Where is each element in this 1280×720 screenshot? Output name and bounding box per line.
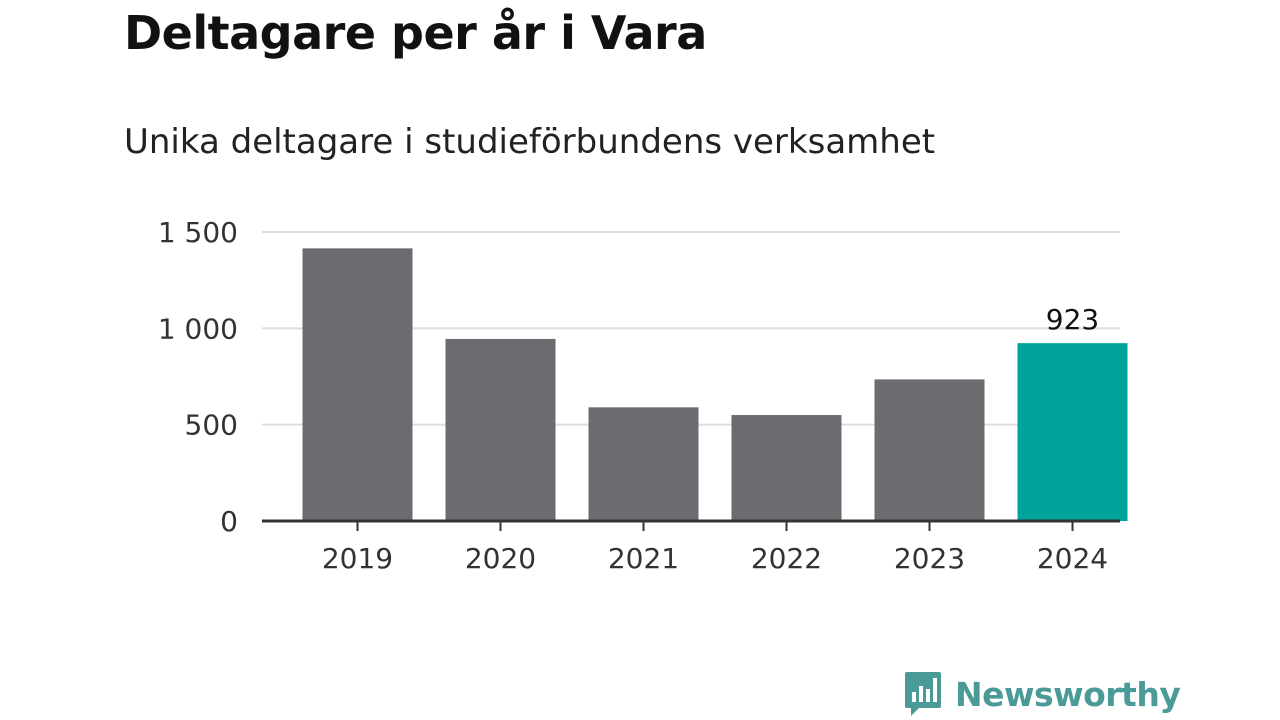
y-tick-label: 500 xyxy=(185,409,238,442)
bar-2020 xyxy=(445,338,556,521)
bar-2023 xyxy=(874,379,985,521)
bar-2021 xyxy=(588,407,699,521)
labels: 0 500 1 000 1 500 2019 2020 2021 2022 2023 2024 92… xyxy=(158,216,1108,575)
chart-subtitle: Unika deltagare i studieförbundens verks… xyxy=(124,122,936,162)
y-tick-label: 1 000 xyxy=(158,312,238,345)
x-tick-label: 2024 xyxy=(1037,542,1108,575)
x-tick-label: 2021 xyxy=(608,542,679,575)
brand-name: Newsworthy xyxy=(955,674,1181,714)
data-label: 923 xyxy=(1046,303,1099,336)
bar-2022 xyxy=(731,415,842,521)
y-tick-label: 1 500 xyxy=(158,216,238,249)
chart-title: Deltagare per år i Vara xyxy=(124,6,707,60)
x-tick-label: 2020 xyxy=(465,542,536,575)
axes xyxy=(262,519,1120,531)
y-tick-label: 0 xyxy=(220,505,238,538)
x-tick-label: 2023 xyxy=(894,542,965,575)
bar-2024 xyxy=(1017,343,1128,521)
x-tick-label: 2019 xyxy=(322,542,393,575)
bars xyxy=(302,248,1128,522)
newsworthy-logo: Newsworthy xyxy=(903,670,1181,718)
x-tick-label: 2022 xyxy=(751,542,822,575)
bar-2019 xyxy=(302,248,413,522)
bar-chart-bubble-icon xyxy=(905,672,941,716)
